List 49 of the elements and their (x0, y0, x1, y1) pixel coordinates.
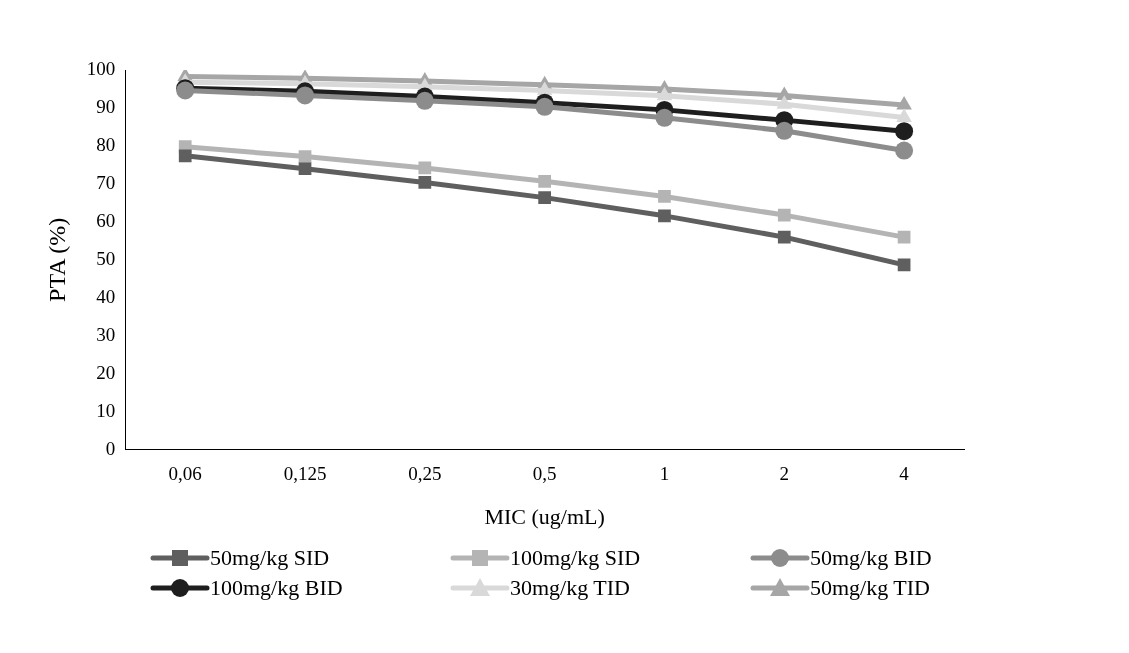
point (896, 95, 912, 110)
y-tick-label: 80 (96, 133, 116, 155)
point (777, 230, 791, 244)
point (178, 149, 192, 163)
legend-label: 100mg/kg BID (210, 575, 343, 601)
x-tick-label: 0,25 (408, 463, 442, 485)
y-tick-label: 20 (96, 361, 116, 383)
point (298, 162, 312, 176)
y-tick-label: 40 (96, 285, 116, 307)
legend-label: 100mg/kg SID (510, 545, 641, 571)
y-tick-label: 70 (96, 171, 116, 193)
point (415, 91, 434, 110)
x-tick-label: 2 (779, 463, 790, 485)
point (535, 97, 554, 116)
point (296, 86, 315, 105)
y-tick-label: 30 (96, 323, 116, 345)
y-tick-label: 90 (96, 95, 116, 117)
legend-label: 50mg/kg BID (810, 545, 932, 571)
point (776, 95, 793, 109)
legend-label: 50mg/kg TID (810, 575, 930, 601)
point (418, 161, 432, 175)
point (897, 258, 911, 272)
x-tick-label: 0,125 (283, 463, 327, 485)
point (658, 209, 671, 223)
point (895, 122, 914, 141)
y-axis-title: PTA (%) (43, 217, 70, 302)
y-tick-label: 50 (96, 247, 116, 269)
point (777, 208, 791, 222)
x-tick-label: 4 (899, 463, 910, 485)
legend-label: 30mg/kg TID (510, 575, 630, 601)
legend-label: 50mg/kg SID (210, 545, 330, 571)
y-tick-label: 10 (96, 399, 116, 421)
point (658, 190, 671, 203)
point (775, 121, 794, 140)
x-tick-label: 1 (659, 463, 670, 485)
x-tick-label: 0,5 (532, 463, 557, 485)
point (536, 81, 553, 96)
y-tick-label: 60 (96, 209, 116, 231)
point (538, 174, 552, 188)
point (895, 141, 914, 160)
y-tick-label: 0 (105, 437, 116, 459)
x-tick-label: 0,06 (168, 463, 202, 485)
point (656, 86, 673, 101)
point (538, 191, 552, 204)
x-axis-title: MIC (ug/mL) (484, 503, 605, 529)
point (896, 108, 912, 122)
point (418, 176, 432, 189)
y-tick-label: 100 (86, 57, 116, 79)
point (655, 108, 674, 127)
